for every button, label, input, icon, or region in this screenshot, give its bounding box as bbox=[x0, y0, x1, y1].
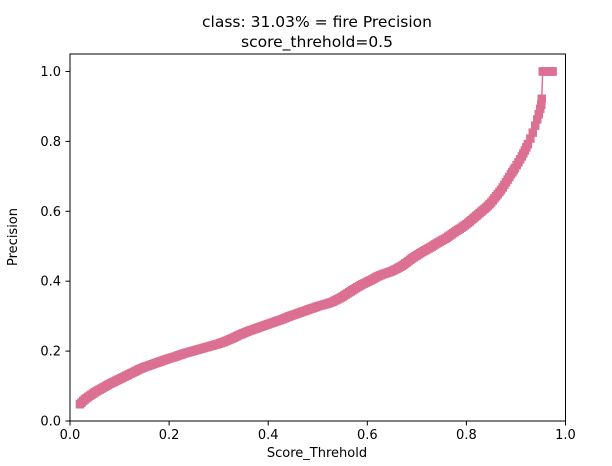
y-tick-label: 0.2 bbox=[40, 345, 61, 360]
plot-border bbox=[69, 53, 566, 422]
y-tick-label: 0.8 bbox=[40, 135, 61, 150]
x-tick-label: 0.8 bbox=[456, 428, 477, 443]
data-point-marker bbox=[537, 100, 546, 109]
data-point-marker bbox=[537, 94, 546, 103]
x-tick-label: 0.4 bbox=[258, 428, 279, 443]
y-axis-label: Precision bbox=[6, 208, 21, 266]
data-point-marker bbox=[526, 134, 535, 143]
data-series-fire-precision bbox=[75, 67, 557, 409]
data-point-marker bbox=[533, 115, 542, 124]
x-axis-label: Score_Threhold bbox=[267, 446, 367, 461]
x-tick-label: 0.6 bbox=[357, 428, 378, 443]
y-tick-label: 0.0 bbox=[40, 415, 61, 430]
data-point-marker bbox=[531, 121, 540, 130]
y-tick-label: 0.6 bbox=[40, 205, 61, 220]
x-axis: 0.0 0.2 0.4 0.6 0.8 1.0 bbox=[60, 421, 576, 443]
x-tick-label: 0.2 bbox=[159, 428, 180, 443]
x-tick-label: 1.0 bbox=[555, 428, 576, 443]
data-point-marker bbox=[534, 109, 543, 119]
data-point-marker bbox=[548, 67, 557, 76]
y-tick-label: 1.0 bbox=[40, 65, 61, 80]
x-tick-label: 0.0 bbox=[60, 428, 81, 443]
series-line bbox=[79, 70, 553, 405]
data-point-marker bbox=[528, 128, 537, 137]
y-axis: 0.0 0.2 0.4 0.6 0.8 1.0 bbox=[40, 65, 70, 430]
y-tick-label: 0.4 bbox=[40, 275, 61, 290]
chart-title-line1: class: 31.03% = fire Precision bbox=[202, 13, 432, 31]
chart-title-line2: score_threhold=0.5 bbox=[241, 33, 393, 52]
data-point-marker bbox=[523, 139, 533, 149]
